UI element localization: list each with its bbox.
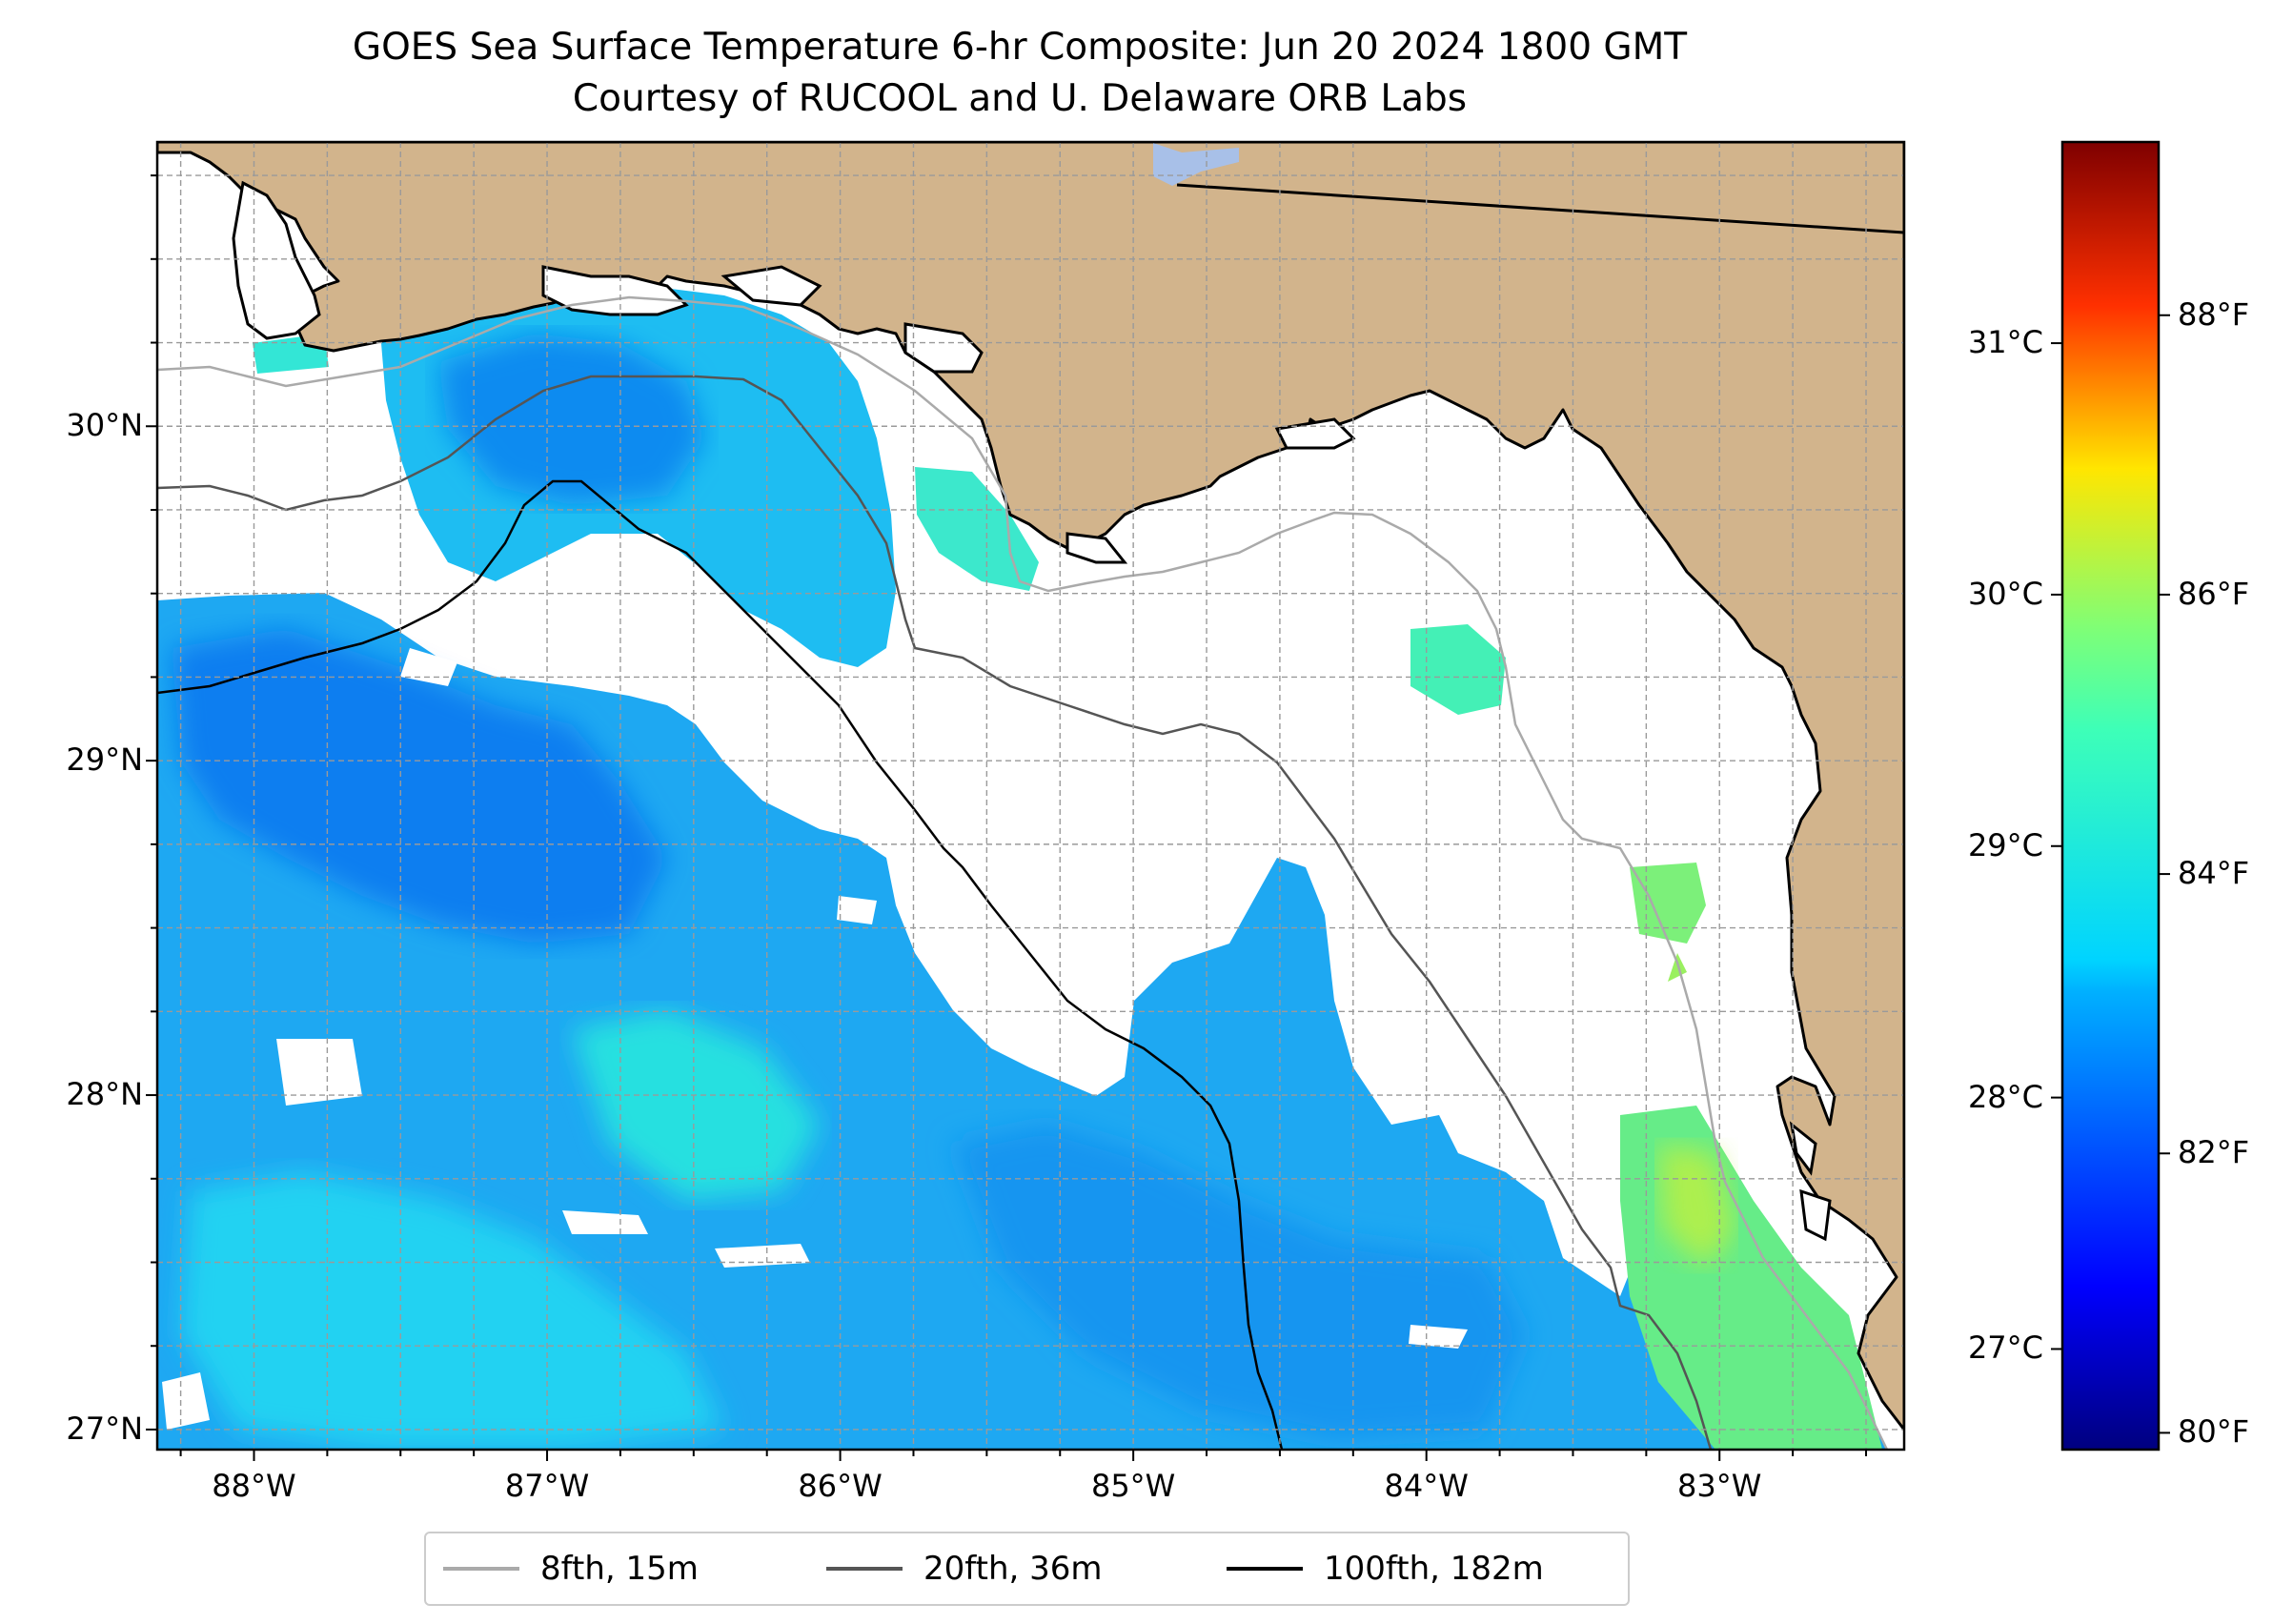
colorbar-frame — [2060, 140, 2161, 1451]
lat-tick-label: 29°N — [66, 741, 143, 779]
legend-label-8fth: 8fth, 15m — [540, 1550, 699, 1588]
map-tick-marks — [146, 174, 1868, 1461]
lat-tick-label: 27°N — [66, 1410, 143, 1447]
celsius-tick-label: 27°C — [1967, 1330, 2043, 1367]
lon-tick-label: 87°W — [504, 1468, 590, 1504]
lat-tick-label: 28°N — [66, 1076, 143, 1113]
isobath-8fth — [157, 295, 1889, 1450]
lon-tick-label: 86°W — [798, 1468, 883, 1504]
bays — [232, 180, 1832, 1242]
figure-title: GOES Sea Surface Temperature 6-hr Compos… — [352, 26, 1688, 69]
legend-swatch-20fth — [826, 1567, 903, 1571]
colorbar-tick-marks — [2051, 314, 2170, 1434]
lat-tick-label: 30°N — [66, 407, 143, 444]
lon-tick-label: 83°W — [1677, 1468, 1762, 1504]
legend-swatch-8fth — [443, 1567, 519, 1571]
legend-item-20fth: 20fth, 36m — [826, 1533, 1103, 1604]
celsius-tick-label: 29°C — [1967, 826, 2043, 863]
legend-item-100fth: 100fth, 182m — [1227, 1533, 1544, 1604]
fahrenheit-tick-label: 86°F — [2178, 575, 2250, 612]
state-border — [1176, 183, 1904, 234]
celsius-tick-label: 30°C — [1967, 575, 2043, 612]
legend-item-8fth: 8fth, 15m — [443, 1533, 699, 1604]
land — [157, 142, 1904, 1431]
fahrenheit-tick-label: 84°F — [2178, 855, 2250, 892]
fahrenheit-tick-label: 80°F — [2178, 1413, 2250, 1451]
isobath-legend: 8fth, 15m 20fth, 36m 100fth, 182m — [424, 1532, 1630, 1606]
legend-label-20fth: 20fth, 36m — [923, 1550, 1103, 1588]
lon-tick-label: 85°W — [1090, 1468, 1176, 1504]
legend-label-100fth: 100fth, 182m — [1324, 1550, 1544, 1588]
celsius-tick-label: 31°C — [1967, 324, 2043, 361]
fahrenheit-tick-label: 82°F — [2178, 1134, 2250, 1171]
lon-tick-label: 88°W — [212, 1468, 296, 1504]
isobath-100fth — [157, 479, 1284, 1450]
lake — [1153, 143, 1239, 186]
celsius-tick-label: 28°C — [1967, 1078, 2043, 1115]
fahrenheit-tick-label: 88°F — [2178, 295, 2250, 333]
colorbar-gradient — [2062, 142, 2159, 1450]
lon-tick-label: 84°W — [1384, 1468, 1469, 1504]
map-frame — [155, 140, 1906, 1451]
legend-swatch-100fth — [1227, 1567, 1303, 1571]
figure-subtitle: Courtesy of RUCOOL and U. Delaware ORB L… — [572, 77, 1468, 120]
gridlines — [157, 142, 1904, 1450]
